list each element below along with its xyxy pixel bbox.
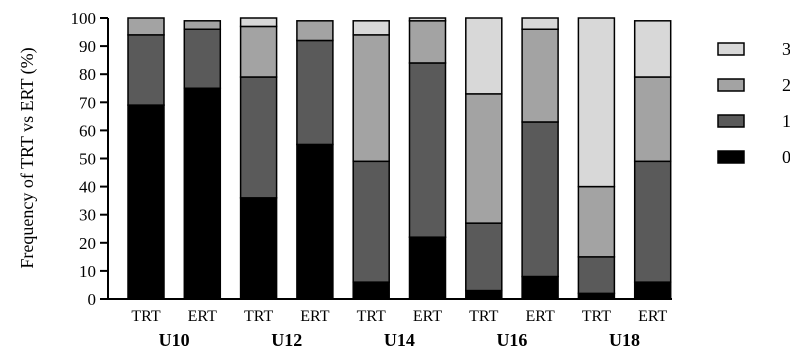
- bar-segment-0: [127, 104, 165, 300]
- bar-segment-1: [239, 76, 278, 199]
- bar-segment-2: [127, 17, 165, 36]
- bar-segment-3: [633, 20, 672, 78]
- bar-segment-0: [183, 87, 222, 300]
- bar-segment-1: [183, 28, 222, 89]
- bar-segment-3: [577, 17, 616, 188]
- x-category-label: ERT: [525, 308, 554, 325]
- y-tick-label: 90: [79, 37, 96, 56]
- y-tick-label: 10: [79, 262, 96, 281]
- y-tick-label: 0: [88, 290, 97, 309]
- bar-segment-3: [352, 20, 390, 36]
- bar-segment-2: [183, 20, 222, 30]
- x-axis-labels: TRT ERT TRT ERT TRT ERT TRT ERT TRT ERT U10 U12 U14 U…: [131, 308, 667, 350]
- bar-segment-2: [296, 20, 334, 42]
- x-category-label: TRT: [469, 308, 498, 325]
- legend-swatch-1: [717, 114, 745, 128]
- bar-segment-0: [577, 292, 616, 300]
- bar-segment-2: [352, 34, 390, 163]
- x-group-label: U16: [496, 330, 527, 350]
- bar-segment-2: [577, 185, 616, 258]
- bar-segment-1: [352, 160, 390, 283]
- bar-segment-0: [352, 281, 390, 300]
- bar-segment-3: [465, 17, 503, 95]
- x-category-label: TRT: [582, 308, 611, 325]
- bar-segment-1: [633, 160, 672, 283]
- y-tick-label: 40: [79, 178, 96, 197]
- legend-swatch-0: [717, 150, 745, 164]
- y-tick-label: 80: [79, 65, 96, 84]
- x-group-label: U12: [271, 330, 302, 350]
- x-category-label: TRT: [244, 308, 273, 325]
- bar-segment-1: [577, 256, 616, 295]
- bars: [127, 17, 672, 300]
- x-category-label: TRT: [131, 308, 160, 325]
- bar-segment-1: [408, 62, 447, 238]
- bar-segment-0: [408, 236, 447, 300]
- x-category-label: TRT: [357, 308, 386, 325]
- legend-label-0: 0: [782, 147, 790, 167]
- legend: 3 2 1 0: [717, 39, 790, 167]
- y-tick-label: 60: [79, 121, 96, 140]
- bar-segment-0: [633, 281, 672, 300]
- bar-segment-3: [239, 17, 278, 28]
- legend-swatch-2: [717, 78, 745, 92]
- bar-segment-0: [239, 197, 278, 300]
- bar-segment-2: [408, 20, 447, 64]
- bar-segment-1: [465, 222, 503, 292]
- y-tick-label: 30: [79, 206, 96, 225]
- y-tick-label: 100: [71, 9, 97, 28]
- y-axis-title: Frequency of TRT vs ERT (%): [17, 47, 38, 268]
- bar-segment-2: [239, 25, 278, 78]
- x-category-label: ERT: [638, 308, 667, 325]
- bar-segment-0: [521, 275, 559, 300]
- y-axis-title-group: Frequency of TRT vs ERT (%): [17, 47, 38, 268]
- bar-segment-0: [296, 143, 334, 300]
- x-group-label: U10: [159, 330, 190, 350]
- x-group-label: U18: [609, 330, 640, 350]
- bar-segment-3: [521, 17, 559, 30]
- bar-segment-2: [633, 76, 672, 163]
- y-tick-label: 70: [79, 93, 96, 112]
- x-category-label: ERT: [300, 308, 329, 325]
- x-category-label: ERT: [188, 308, 217, 325]
- bar-segment-2: [521, 28, 559, 123]
- legend-label-2: 2: [782, 75, 790, 95]
- legend-swatch-3: [717, 42, 745, 56]
- y-tick-label: 50: [79, 150, 96, 169]
- bar-segment-1: [296, 39, 334, 146]
- bar-segment-3: [408, 17, 447, 22]
- legend-label-1: 1: [782, 111, 790, 131]
- bar-segment-0: [465, 289, 503, 300]
- bar-segment-1: [127, 34, 165, 106]
- bar-segment-1: [521, 121, 559, 278]
- x-group-label: U14: [384, 330, 415, 350]
- bar-segment-2: [465, 93, 503, 224]
- legend-label-3: 3: [782, 39, 790, 59]
- x-category-label: ERT: [413, 308, 442, 325]
- y-tick-label: 20: [79, 234, 96, 253]
